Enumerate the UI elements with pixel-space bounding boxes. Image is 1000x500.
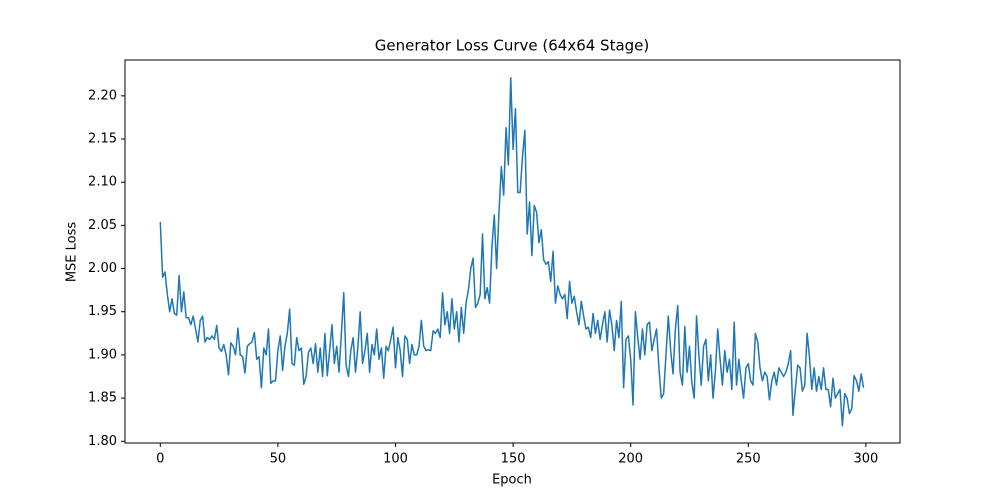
y-tick-label: 1.85: [88, 391, 117, 406]
x-tick-label: 100: [383, 452, 408, 467]
y-axis-label: MSE Loss: [65, 222, 80, 283]
y-tick-label: 2.05: [88, 218, 117, 233]
x-tick-label: 50: [270, 452, 287, 467]
x-tick-label: 150: [501, 452, 526, 467]
x-axis-label: Epoch: [492, 473, 532, 488]
y-tick-label: 1.80: [88, 434, 117, 449]
plot-frame: [124, 59, 901, 444]
x-tick-label: 300: [853, 452, 878, 467]
x-tick-label: 250: [736, 452, 761, 467]
x-tick-label: 200: [618, 452, 643, 467]
y-tick-label: 1.90: [88, 347, 117, 362]
y-tick-label: 2.15: [88, 132, 117, 147]
y-tick-label: 2.10: [88, 175, 117, 190]
y-tick-label: 1.95: [88, 304, 117, 319]
chart-title: Generator Loss Curve (64x64 Stage): [375, 37, 650, 55]
y-tick-label: 2.00: [88, 261, 117, 276]
loss-line: [159, 76, 865, 427]
y-tick-label: 2.20: [88, 88, 117, 103]
x-tick-label: 0: [156, 452, 164, 467]
